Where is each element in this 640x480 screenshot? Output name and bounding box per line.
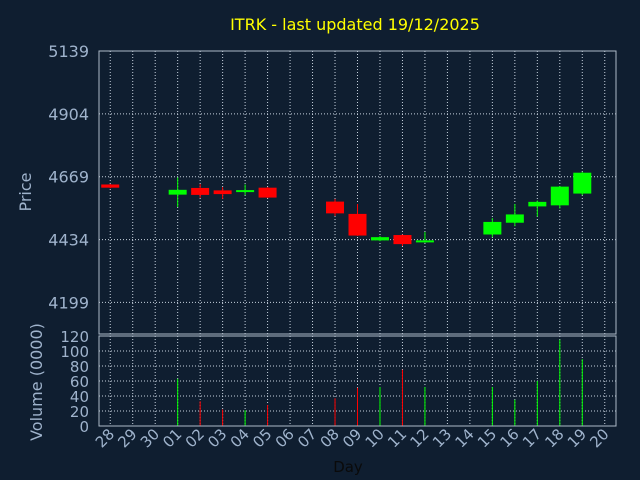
price-panel: 5139 4904 4669 4434 4199 [48, 42, 617, 335]
candle-body [168, 189, 187, 195]
candle-body [191, 187, 210, 195]
candle-body [101, 184, 120, 188]
candle [236, 184, 255, 196]
price-tick-label: 4199 [48, 293, 89, 312]
candle [370, 236, 389, 242]
candle [528, 200, 547, 217]
candle [326, 198, 345, 217]
candle-body [258, 187, 277, 198]
candle [348, 204, 367, 236]
volume-tick-label: 20 [70, 403, 89, 421]
candle [505, 204, 524, 227]
candle-body [415, 240, 434, 243]
volume-tick-label: 60 [70, 373, 89, 391]
price-axis-label: Price [16, 172, 35, 211]
price-tick-label: 5139 [48, 42, 89, 61]
candle-body [505, 214, 524, 223]
candle-body [348, 213, 367, 236]
candle [213, 187, 232, 199]
candle-body [573, 172, 592, 194]
volume-tick-label: 120 [60, 328, 89, 346]
candle [258, 187, 277, 198]
candle-body [370, 237, 389, 241]
volume-tick-label: 40 [70, 388, 89, 406]
x-tick-labels: 2829300102030405060708091011121314151617… [92, 425, 613, 451]
volume-frame [98, 335, 617, 427]
volume-axis-label: Volume (0000) [27, 323, 46, 441]
candle-body [483, 221, 502, 235]
x-tick-label: 20 [586, 425, 612, 451]
candle-body [393, 235, 412, 245]
volume-tick-label: 80 [70, 358, 89, 376]
candle-body [213, 190, 232, 195]
price-tick-label: 4669 [48, 168, 89, 187]
price-tick-label: 4434 [48, 231, 89, 250]
chart-title: ITRK - last updated 19/12/2025 [230, 15, 480, 34]
candle-body [550, 186, 569, 206]
candle [191, 183, 210, 198]
candle [393, 234, 412, 246]
candle [573, 171, 592, 196]
candle-body [528, 201, 547, 207]
candle [483, 218, 502, 238]
price-frame [98, 50, 617, 335]
volume-tick-label: 0 [79, 418, 89, 436]
candle-body [236, 190, 255, 193]
candle [168, 177, 187, 207]
candle [550, 186, 569, 209]
candle [415, 232, 434, 243]
price-tick-label: 4904 [48, 105, 89, 124]
candle [101, 183, 120, 189]
x-axis-label: Day [333, 458, 363, 476]
volume-tick-label: 100 [60, 343, 89, 361]
candle-body [326, 201, 345, 214]
